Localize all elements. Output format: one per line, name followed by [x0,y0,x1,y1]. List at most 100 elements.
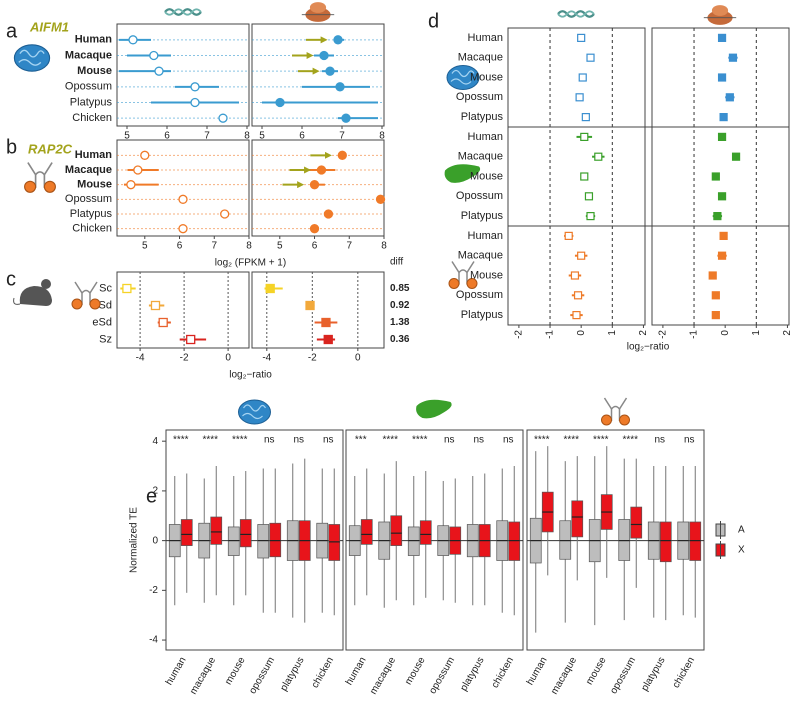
x-tick-label: chicken [490,655,516,690]
point [725,93,734,102]
x-tick-label: 5 [259,131,265,142]
testis-duct [451,261,475,285]
significance-label: **** [593,435,609,446]
category-label: Mouse [77,65,112,77]
category-label: Human [75,34,113,46]
significance-label: **** [173,435,189,446]
diff-title: diff [390,257,403,268]
legend-label: A [738,525,745,536]
point [218,113,228,123]
x-tick-label: 0 [225,353,231,364]
point [178,224,188,234]
y-tick-label: -4 [149,635,158,646]
x-tick-label: 6 [312,241,318,252]
point [186,334,196,345]
box [210,516,223,545]
dna-strand [557,10,595,18]
point [719,231,728,240]
ribosome-icon [301,2,335,22]
mouse-ear [41,279,51,289]
x-tick-label: 6 [164,131,170,142]
x-tick-label: 5 [124,131,130,142]
x-tick-label: 0 [720,330,731,336]
y-tick-label: 4 [152,436,158,447]
x-tick-label: 7 [346,241,352,252]
x-axis-label: log₂−ratio [627,342,670,353]
panel-letter: a [6,20,18,42]
diff-value: 0.92 [390,300,410,311]
box [328,524,341,561]
point [711,311,720,320]
x-tick-label: mouse [584,655,609,687]
x-tick-label: chicken [310,655,336,690]
category-label: Macaque [458,250,503,262]
dna-strand [164,8,202,16]
x-axis-label: log₂ (FPKM + 1) [215,258,286,269]
category-label: Chicken [72,223,112,235]
x-tick-label: human [164,655,189,687]
testis-duct [603,397,628,421]
point [570,271,580,280]
x-tick-label: 6 [299,131,305,142]
brain-folds [242,404,267,420]
significance-label: **** [563,435,579,446]
testis-right [89,298,101,310]
x-tick-label: -1 [689,330,700,339]
y-tick-label: 2 [152,486,158,497]
point [335,82,345,92]
point [586,212,595,221]
y-axis-label: Normalized TE [129,507,140,573]
box [559,520,572,560]
point [149,50,159,61]
point [728,53,738,62]
category-label: Macaque [458,52,503,64]
brain-shape [238,399,271,425]
box [630,506,643,539]
point [323,209,334,219]
category-label: Mouse [470,269,503,281]
point [564,231,573,240]
significance-label: ns [473,435,484,446]
ribosome-small [309,2,327,13]
category-label: Macaque [458,151,503,163]
testis-icon [601,397,630,426]
point [158,317,168,328]
point [717,73,727,82]
point [133,165,143,175]
gene-label: AIFM1 [29,19,69,34]
point [581,112,590,122]
category-label: Mouse [470,71,503,83]
dna-icon [557,10,595,18]
point [717,192,727,201]
point [341,113,351,123]
category-label: Opossum [65,193,112,205]
mouse-tail [13,297,21,305]
x-tick-label: -2 [180,353,189,364]
significance-label: ns [684,435,695,446]
x-tick-label: macaque [549,655,579,697]
category-label: Human [468,131,503,143]
point [375,194,386,204]
point [319,50,329,61]
panel-frame [251,139,385,237]
x-tick-label: 2 [782,330,793,336]
box [508,521,521,561]
x-tick-label: human [344,655,369,687]
point [717,132,727,141]
x-tick-label: -1 [545,330,556,339]
significance-label: **** [232,435,248,446]
x-tick-label: 7 [211,241,217,252]
point [731,152,741,161]
x-tick-label: -2 [308,353,317,364]
point [580,172,589,181]
point [711,291,720,300]
box [618,519,631,561]
point [337,150,347,160]
x-tick-label: mouse [223,655,248,687]
x-tick-label: chicken [671,655,697,690]
panel-frame [251,23,385,127]
legend-label: X [738,545,745,556]
x-tick-label: -4 [136,353,145,364]
x-tick-label: platypus [278,655,306,693]
